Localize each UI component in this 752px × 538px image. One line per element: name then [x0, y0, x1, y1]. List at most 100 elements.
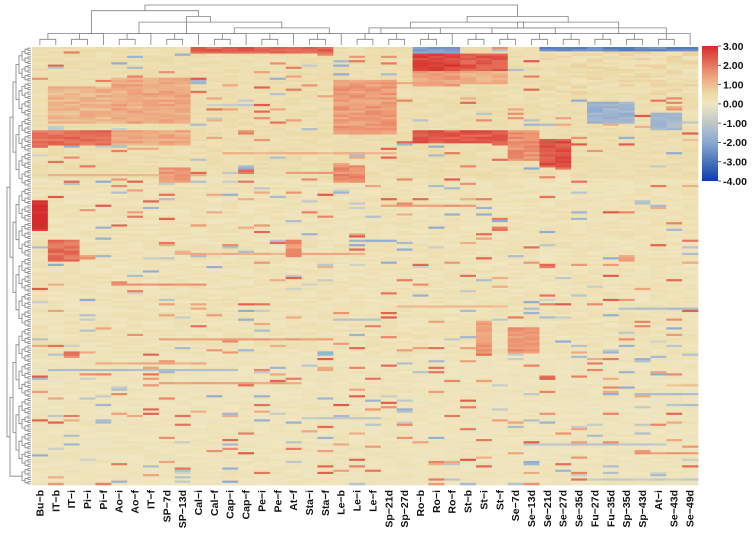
heatmap-cell [174, 165, 191, 168]
heatmap-cell [539, 84, 556, 87]
heatmap-cell [460, 138, 477, 142]
heatmap-cell [666, 191, 683, 195]
heatmap-cell [396, 125, 413, 129]
heatmap-cell [143, 193, 160, 197]
heatmap-cell [127, 51, 144, 54]
heatmap-cell [412, 250, 429, 254]
heatmap-cell [555, 237, 572, 241]
heatmap-cell [428, 211, 445, 214]
heatmap-cell [682, 250, 699, 254]
heatmap-cell [523, 246, 540, 249]
heatmap-cell [206, 206, 223, 210]
heatmap-cell [650, 145, 667, 149]
heatmap-cell [571, 174, 588, 177]
heatmap-cell [174, 123, 191, 127]
heatmap-cell [412, 174, 429, 177]
heatmap-cell [317, 163, 334, 166]
heatmap-cell [222, 211, 239, 214]
heatmap-cell [682, 119, 699, 122]
heatmap-cell [206, 165, 223, 168]
heatmap-cell [412, 222, 429, 225]
heatmap-cell [333, 184, 350, 188]
heatmap-cell [396, 55, 413, 59]
heatmap-cell [158, 82, 176, 85]
heatmap-cell [428, 128, 445, 131]
heatmap-cell [47, 189, 65, 192]
heatmap-cell [602, 112, 620, 116]
heatmap-cell [79, 112, 96, 116]
heatmap-cell [634, 222, 651, 225]
heatmap-cell [111, 257, 128, 260]
heatmap-cell [380, 51, 398, 54]
heatmap-cell [301, 235, 318, 238]
heatmap-cell [254, 292, 271, 295]
heatmap-cell [222, 51, 239, 54]
heatmap-cell [650, 147, 667, 151]
heatmap-cell [428, 145, 445, 149]
heatmap-cell [444, 99, 461, 103]
heatmap-cell [650, 101, 667, 105]
heatmap-cell [571, 119, 588, 122]
heatmap-cell [317, 292, 334, 295]
heatmap-cell [634, 114, 651, 118]
heatmap-cell [571, 246, 588, 249]
heatmap-cell [269, 287, 287, 291]
heatmap-cell [127, 132, 144, 135]
heatmap-cell [349, 79, 366, 83]
heatmap-cell [618, 125, 635, 129]
heatmap-cell [507, 92, 524, 96]
heatmap-cell [301, 73, 318, 76]
heatmap-cell [618, 292, 635, 295]
heatmap-cell [333, 270, 350, 273]
heatmap-cell [285, 88, 302, 92]
heatmap-cell [143, 235, 160, 238]
heatmap-cell [349, 184, 366, 188]
heatmap-cell [111, 47, 128, 50]
heatmap-cell [143, 263, 160, 267]
heatmap-cell [396, 73, 413, 76]
heatmap-cell [587, 160, 604, 164]
heatmap-cell [380, 222, 398, 225]
heatmap-cell [587, 222, 604, 225]
heatmap-cell [618, 154, 635, 157]
heatmap-cell [95, 283, 112, 287]
heatmap-cell [365, 53, 382, 57]
heatmap-cell [587, 176, 604, 179]
heatmap-cell [190, 82, 207, 85]
heatmap-cell [602, 174, 620, 177]
heatmap-cell [618, 106, 635, 109]
heatmap-cell [602, 169, 620, 173]
heatmap-cell [491, 276, 509, 280]
row-dendrogram-branch [6, 186, 10, 438]
heatmap-cell [190, 276, 207, 280]
heatmap-cell [47, 193, 65, 197]
heatmap-cell [396, 189, 413, 192]
heatmap-cell [412, 138, 429, 142]
heatmap-cell [63, 215, 80, 219]
heatmap-cell [682, 121, 699, 124]
heatmap-cell [79, 248, 96, 252]
heatmap-cell [63, 193, 80, 197]
heatmap-cell [476, 158, 493, 162]
heatmap-cell [587, 189, 604, 192]
heatmap-cell [523, 180, 540, 184]
heatmap-cell [127, 68, 144, 72]
heatmap-cell [349, 101, 366, 105]
heatmap-cell [222, 147, 239, 151]
heatmap-cell [333, 241, 350, 245]
heatmap-cell [238, 90, 255, 94]
heatmap-cell [32, 92, 49, 96]
heatmap-cell [650, 235, 667, 238]
row-dendrogram-branch [27, 130, 31, 134]
heatmap-cell [127, 64, 144, 68]
heatmap-cell [301, 86, 318, 89]
heatmap-cell [396, 64, 413, 68]
heatmap-cell [222, 198, 239, 201]
heatmap-cell [95, 79, 112, 83]
heatmap-cell [79, 215, 96, 219]
heatmap-cell [285, 75, 302, 79]
heatmap-cell [349, 82, 366, 85]
heatmap-cell [460, 239, 477, 243]
heatmap-cell [349, 141, 366, 144]
heatmap-cell [127, 241, 144, 245]
